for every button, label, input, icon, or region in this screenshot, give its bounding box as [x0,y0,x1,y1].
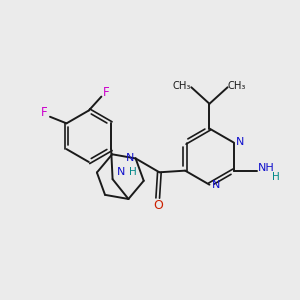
Text: N: N [212,180,220,190]
Text: O: O [153,199,163,212]
Text: F: F [103,86,110,99]
Text: CH₃: CH₃ [228,81,246,91]
Text: NH: NH [258,163,274,173]
Text: N: N [117,167,125,177]
Text: H: H [128,167,136,177]
Text: CH₃: CH₃ [173,81,191,91]
Text: F: F [41,106,47,119]
Text: N: N [236,137,244,147]
Text: N: N [125,153,134,163]
Text: H: H [272,172,280,182]
